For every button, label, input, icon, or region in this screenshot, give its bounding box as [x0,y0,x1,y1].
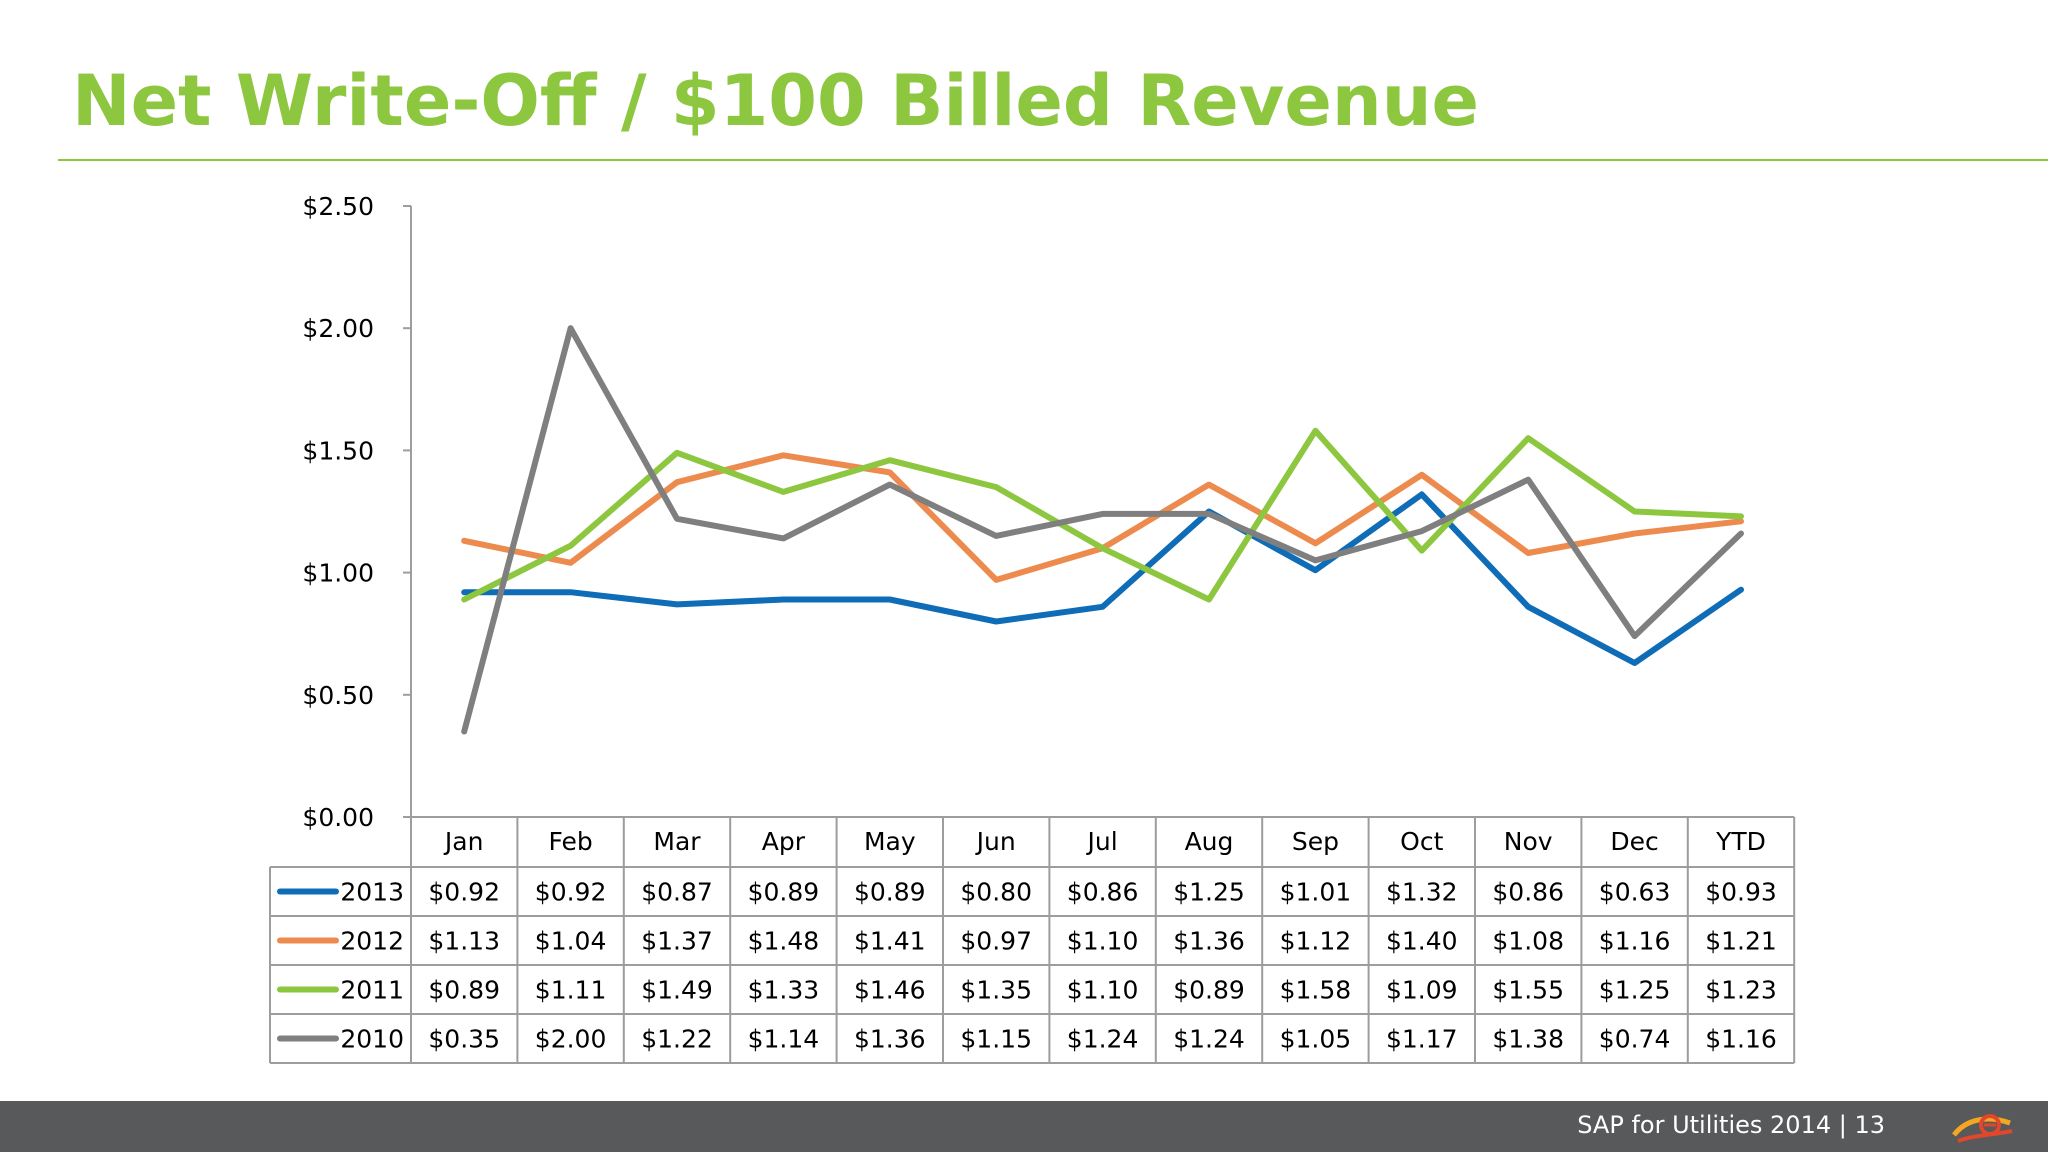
data-label: $1.16 [1705,1025,1777,1054]
data-label: $1.22 [641,1025,713,1054]
y-tick-label: $0.50 [302,681,374,710]
x-category-label: Sep [1292,827,1339,856]
x-category-label: Feb [548,827,592,856]
data-label: $1.12 [1280,927,1352,956]
series-line-2011 [461,427,1744,603]
legend-label-2013: 2013 [340,878,404,907]
data-label: $0.92 [535,878,607,907]
x-category-label: Jan [443,827,484,856]
data-label: $1.10 [1067,927,1139,956]
y-tick-label: $2.00 [302,314,374,343]
x-category-label: Jul [1086,827,1118,856]
title-divider [58,159,2048,161]
x-category-label: Aug [1185,827,1234,856]
data-label: $0.92 [428,878,500,907]
legend-label-2010: 2010 [340,1025,404,1054]
data-label: $1.46 [854,976,926,1005]
utility-logo-icon [1952,1114,2013,1143]
data-label: $0.89 [854,878,926,907]
data-label: $0.80 [960,878,1032,907]
data-label: $1.23 [1705,976,1777,1005]
data-label: $1.11 [535,976,607,1005]
footer-bar: SAP for Utilities 2014 | 13 [0,1101,2048,1152]
data-label: $1.13 [428,927,500,956]
data-label: $1.25 [1173,878,1245,907]
x-category-label: Dec [1610,827,1658,856]
data-label: $1.36 [1173,927,1245,956]
y-tick-label: $1.50 [302,436,374,465]
x-category-label: YTD [1715,827,1766,856]
data-label: $1.33 [748,976,820,1005]
data-label: $1.32 [1386,878,1458,907]
data-label: $1.16 [1599,927,1671,956]
data-label: $1.37 [641,927,713,956]
legend-label-2012: 2012 [340,927,404,956]
data-label: $1.24 [1067,1025,1139,1054]
legend-label-2011: 2011 [340,976,404,1005]
data-label: $0.93 [1705,878,1777,907]
data-label: $0.74 [1599,1025,1671,1054]
data-label: $1.01 [1280,878,1352,907]
data-label: $1.09 [1386,976,1458,1005]
data-label: $1.21 [1705,927,1777,956]
data-label: $0.86 [1492,878,1564,907]
data-label: $0.89 [748,878,820,907]
data-label: $1.24 [1173,1025,1245,1054]
x-category-label: May [864,827,916,856]
y-tick-label: $2.50 [302,192,374,221]
series-line-2010 [461,325,1744,735]
footer-text: SAP for Utilities 2014 | 13 [1577,1111,1885,1139]
data-label: $1.55 [1492,976,1564,1005]
data-label: $2.00 [535,1025,607,1054]
data-label: $1.48 [748,927,820,956]
data-label: $1.35 [960,976,1032,1005]
slide-title: Net Write-Off / $100 Billed Revenue [72,60,1480,142]
data-label: $1.49 [641,976,713,1005]
series-line-2013 [461,491,1744,666]
data-label: $1.04 [535,927,607,956]
line-chart: $0.00 $0.50 $1.00 $1.50 $2.00 $2.50 Jan Feb Mar A… [269,192,1796,1064]
data-label: $1.14 [748,1025,820,1054]
x-category-label: Nov [1504,827,1553,856]
data-label: $0.89 [428,976,500,1005]
data-label: $1.41 [854,927,926,956]
data-label: $1.36 [854,1025,926,1054]
data-label: $1.15 [960,1025,1032,1054]
data-label: $1.08 [1492,927,1564,956]
data-label: $0.89 [1173,976,1245,1005]
data-label: $0.97 [960,927,1032,956]
data-label: $0.35 [428,1025,500,1054]
x-category-label: Jun [975,827,1016,856]
data-label: $1.38 [1492,1025,1564,1054]
x-category-label: Apr [762,827,806,856]
data-label: $0.86 [1067,878,1139,907]
x-category-label: Mar [653,827,701,856]
y-tick-label: $1.00 [302,559,374,588]
data-label: $1.25 [1599,976,1671,1005]
data-label: $0.63 [1599,878,1671,907]
data-label: $1.10 [1067,976,1139,1005]
data-label: $1.40 [1386,927,1458,956]
data-label: $0.87 [641,878,713,907]
y-tick-label: $0.00 [302,803,374,832]
data-label: $1.05 [1280,1025,1352,1054]
data-label: $1.17 [1386,1025,1458,1054]
x-category-label: Oct [1400,827,1443,856]
data-label: $1.58 [1280,976,1352,1005]
